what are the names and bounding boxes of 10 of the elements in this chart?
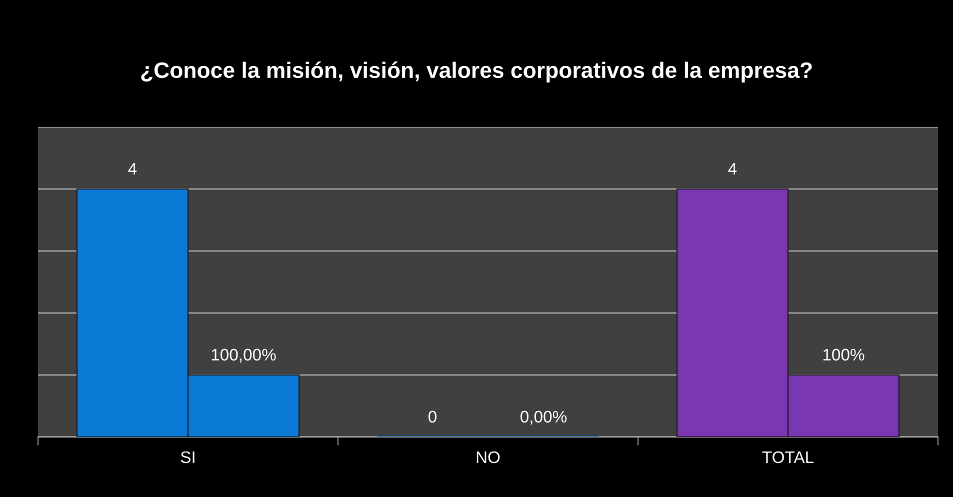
x-tick-label: NO — [476, 451, 500, 464]
data-label: 0 — [428, 410, 436, 423]
data-label: 100% — [823, 348, 864, 361]
x-tick-label: SI — [180, 451, 194, 464]
data-label: 4 — [728, 162, 737, 174]
x-tick-label: TOTAL — [762, 451, 814, 464]
data-label: 0,00% — [520, 410, 567, 425]
data-label: 100,00% — [212, 348, 276, 363]
data-label: 4 — [128, 162, 137, 174]
chart-title: ¿Conoce la misión, visión, valores corporativos de la empresa? — [141, 62, 812, 82]
